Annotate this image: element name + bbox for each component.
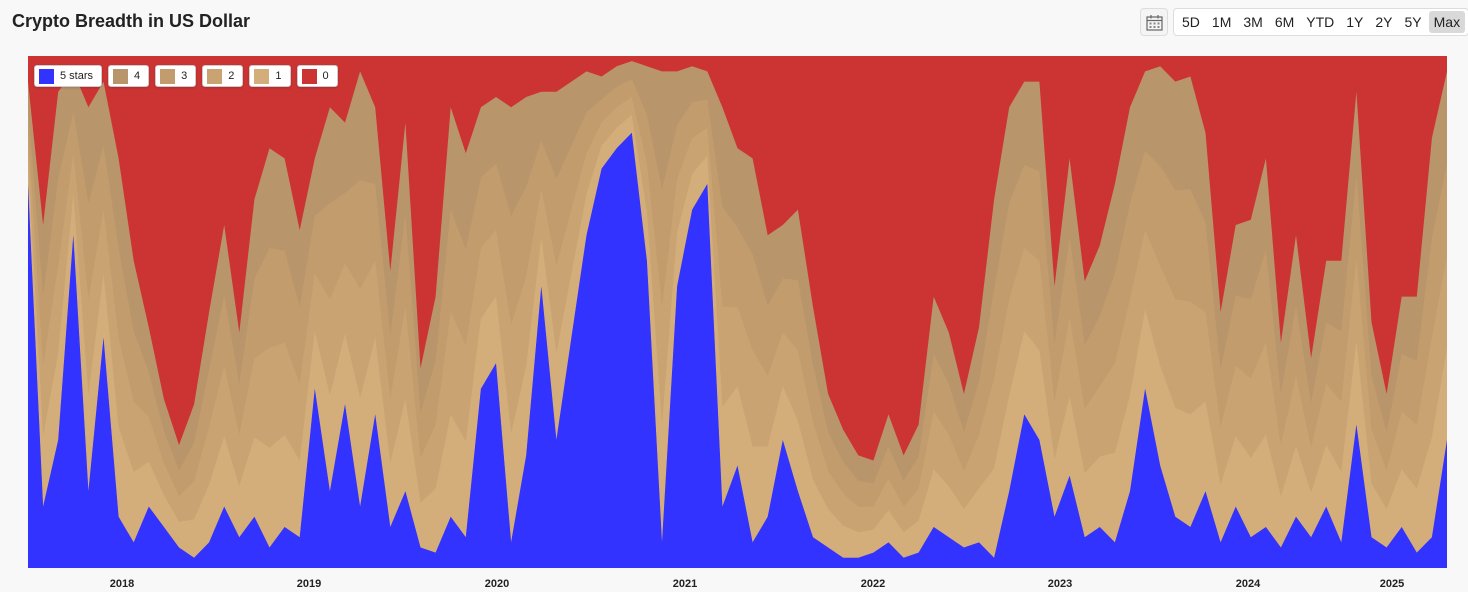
calendar-icon [1146,15,1163,31]
legend-label: 3 [181,70,188,82]
legend-swatch-3 [160,68,176,84]
legend-item-2[interactable]: 2 [202,65,244,87]
legend-swatch-1 [254,68,270,84]
legend: 5 stars 4 3 2 1 0 [34,65,338,87]
range-button-1m[interactable]: 1M [1211,14,1232,30]
x-tick-label: 2018 [109,578,135,590]
range-button-3m[interactable]: 3M [1243,14,1263,30]
legend-swatch-2 [207,68,223,84]
x-tick-label: 2023 [1047,578,1073,590]
legend-label: 0 [322,70,329,82]
range-button-6m[interactable]: 6M [1274,14,1295,30]
legend-item-3[interactable]: 3 [155,65,197,87]
legend-label: 4 [134,70,141,82]
x-tick-label: 2025 [1379,578,1405,590]
x-tick-label: 2020 [484,578,510,590]
range-button-5y[interactable]: 5Y [1404,14,1422,30]
range-selector: 5D 1M 3M 6M YTD 1Y 2Y 5Y Max [1173,8,1468,36]
legend-swatch-0 [301,68,317,84]
x-tick-label: 2022 [860,578,886,590]
calendar-button[interactable] [1140,8,1168,36]
x-tick-label: 2019 [296,578,322,590]
legend-item-5-stars[interactable]: 5 stars [34,65,103,87]
range-button-2y[interactable]: 2Y [1375,14,1393,30]
range-button-ytd[interactable]: YTD [1306,14,1335,30]
chart-area[interactable] [28,56,1447,568]
legend-label: 5 stars [60,70,94,82]
range-button-max[interactable]: Max [1428,11,1466,33]
legend-item-0[interactable]: 0 [296,65,338,87]
legend-item-1[interactable]: 1 [249,65,291,87]
area-1-stars [28,114,1447,558]
stacked-area-chart[interactable] [28,56,1447,568]
x-axis: 2018 2019 2020 2021 2022 2023 2024 2025 [0,578,1468,592]
legend-label: 2 [228,70,235,82]
x-tick-label: 2021 [672,578,698,590]
area-5-stars [28,132,1447,568]
legend-label: 1 [275,70,282,82]
legend-swatch-5-stars [39,68,54,84]
legend-item-4[interactable]: 4 [108,65,150,87]
x-tick-label: 2024 [1235,578,1261,590]
legend-swatch-4 [113,68,129,84]
chart-title: Crypto Breadth in US Dollar [12,11,251,31]
range-button-1y[interactable]: 1Y [1346,14,1364,30]
range-button-5d[interactable]: 5D [1182,14,1200,30]
